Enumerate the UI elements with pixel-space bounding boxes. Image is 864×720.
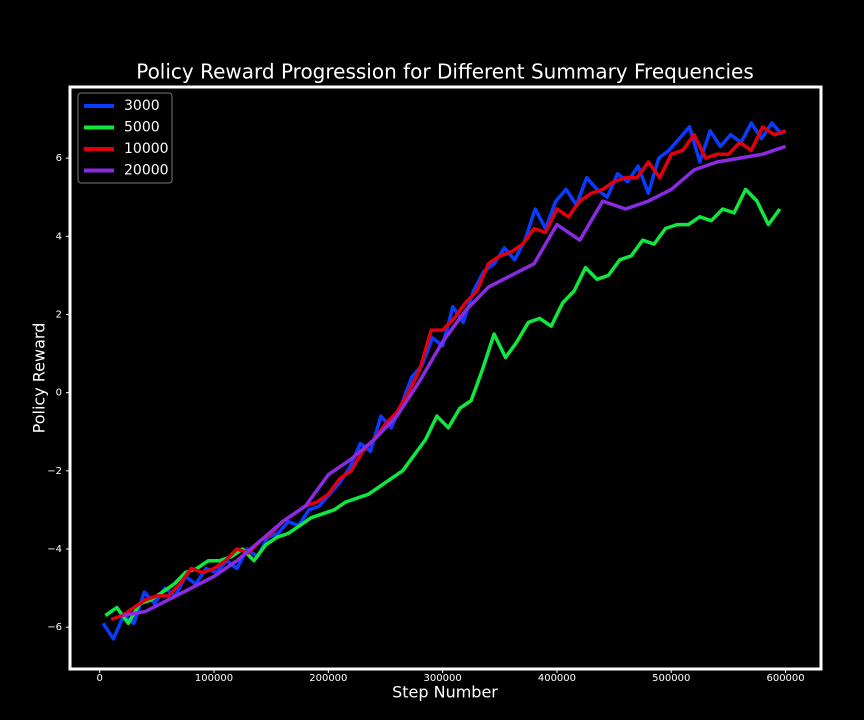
y-tick-label: −6 bbox=[47, 622, 62, 633]
legend-box bbox=[77, 92, 173, 184]
legend-label: 20000 bbox=[124, 163, 169, 179]
y-tick-label: −4 bbox=[47, 544, 62, 555]
series-line bbox=[122, 144, 787, 618]
chart-title: Policy Reward Progression for Different … bbox=[136, 60, 754, 84]
y-tick-label: 4 bbox=[56, 231, 62, 242]
x-tick-label: 100000 bbox=[195, 673, 233, 684]
y-tick-label: 2 bbox=[56, 309, 62, 320]
x-tick-label: 200000 bbox=[309, 673, 347, 684]
x-tick-label: 600000 bbox=[766, 673, 804, 684]
y-tick-label: −2 bbox=[47, 466, 62, 477]
legend-label: 10000 bbox=[124, 141, 169, 157]
x-tick-label: 400000 bbox=[538, 673, 576, 684]
legend-label: 5000 bbox=[124, 120, 160, 136]
series-line bbox=[101, 121, 784, 641]
y-tick-label: 0 bbox=[56, 388, 62, 399]
legend-label: 3000 bbox=[124, 98, 160, 114]
series-line bbox=[110, 125, 787, 622]
legend: 3000 5000 10000 20000 bbox=[77, 92, 173, 184]
y-tick-label: 6 bbox=[56, 153, 62, 164]
x-axis-label: Step Number bbox=[392, 683, 498, 702]
x-tick-label: 0 bbox=[97, 673, 103, 684]
plot-frame bbox=[68, 85, 823, 671]
y-axis-label: Policy Reward bbox=[30, 323, 49, 434]
series-line bbox=[104, 187, 782, 626]
x-tick-label: 500000 bbox=[652, 673, 690, 684]
x-tick-label: 300000 bbox=[424, 673, 462, 684]
